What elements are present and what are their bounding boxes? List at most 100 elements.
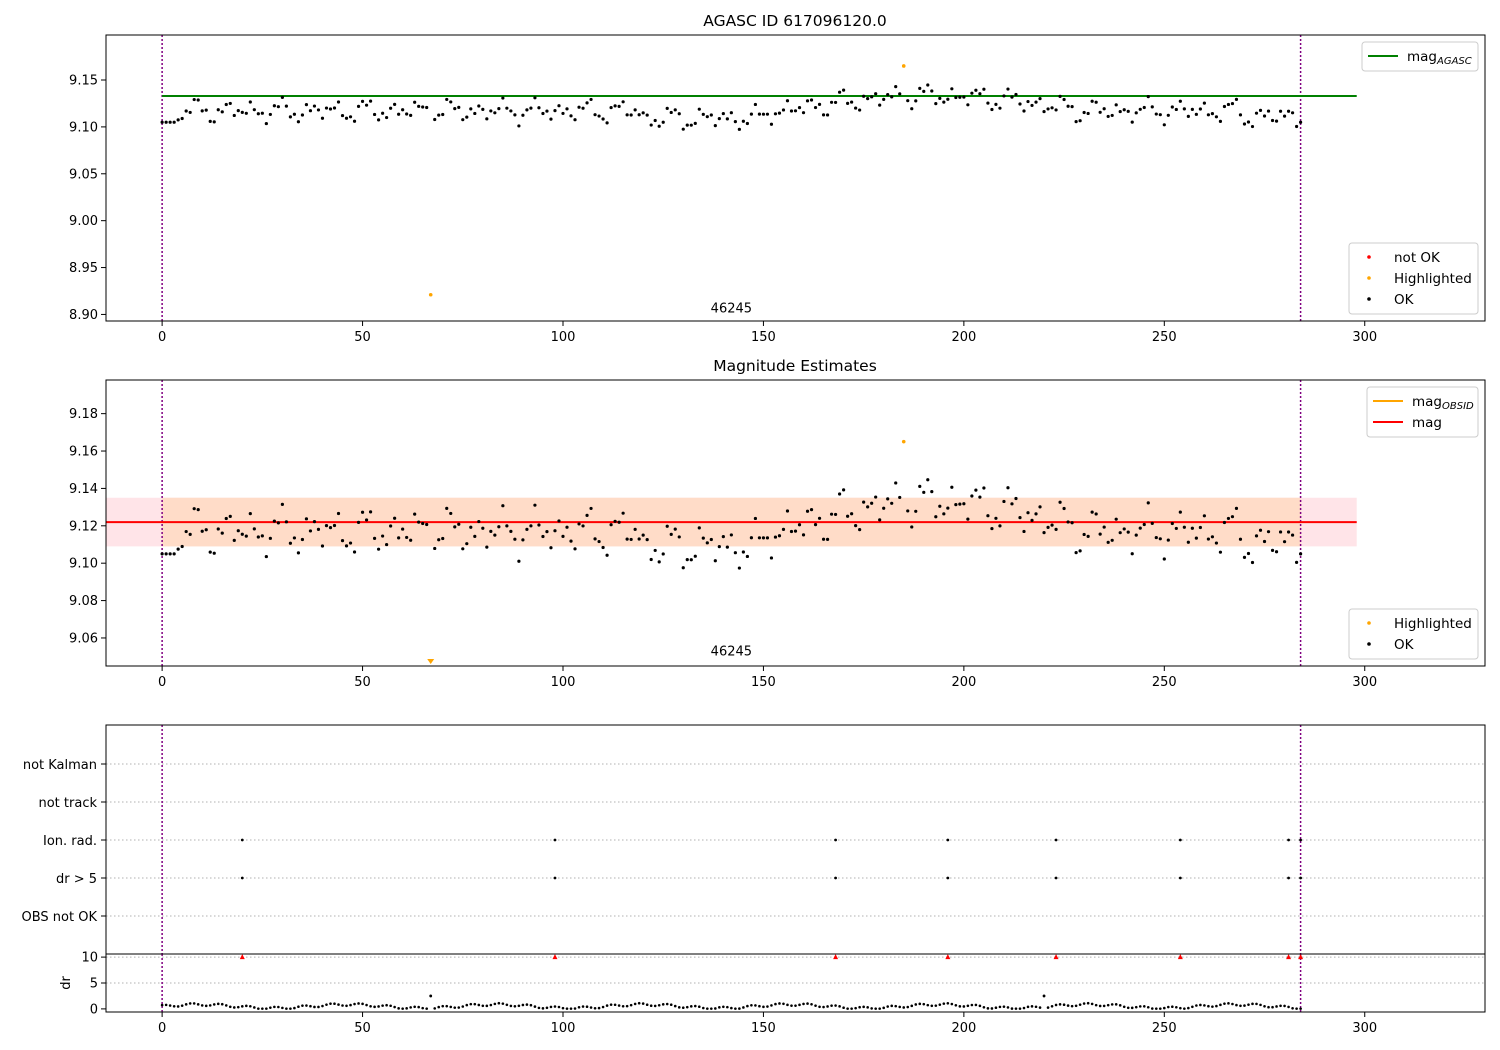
ok-point bbox=[188, 532, 192, 536]
ok-point bbox=[797, 106, 802, 110]
ok-point bbox=[962, 95, 966, 99]
flag-point bbox=[1287, 876, 1290, 880]
ok-point bbox=[998, 106, 1002, 110]
ok-point bbox=[1218, 119, 1223, 123]
dr-point bbox=[950, 1002, 954, 1006]
ok-point bbox=[1146, 501, 1150, 505]
flag-category-label: OBS not OK bbox=[22, 910, 98, 925]
ok-point bbox=[1026, 511, 1030, 515]
ok-point bbox=[344, 544, 349, 548]
ok-point bbox=[890, 501, 894, 505]
ok-point bbox=[585, 513, 589, 517]
ok-point bbox=[252, 527, 256, 531]
ok-point bbox=[1142, 105, 1146, 110]
ok-point bbox=[1294, 124, 1299, 129]
dr-point bbox=[1074, 1004, 1078, 1008]
dr-point bbox=[1255, 1002, 1258, 1006]
dr-point bbox=[1054, 1003, 1058, 1007]
dr-point bbox=[184, 1003, 188, 1006]
dr-point bbox=[802, 1002, 805, 1006]
dr-point bbox=[240, 1005, 244, 1008]
ok-point bbox=[589, 97, 593, 102]
ok-point bbox=[192, 97, 196, 102]
ok-point bbox=[866, 505, 870, 509]
dr-point bbox=[585, 1005, 589, 1009]
ok-point bbox=[1190, 526, 1194, 530]
ok-point bbox=[216, 108, 220, 112]
dr-point bbox=[726, 1005, 729, 1009]
ok-point bbox=[793, 529, 798, 533]
dr-outlier-point bbox=[1042, 994, 1046, 998]
flag-category-label: dr > 5 bbox=[56, 872, 97, 887]
ok-point bbox=[990, 107, 994, 112]
ok-point bbox=[248, 512, 252, 516]
ok-point bbox=[942, 512, 946, 516]
dr-point bbox=[830, 1004, 833, 1007]
legend-label-subscript: OBSID bbox=[1442, 401, 1474, 412]
dr-point bbox=[377, 1005, 380, 1008]
dr-clipped-marker bbox=[1053, 954, 1059, 960]
panel-dr-content: 0 50 100 150 200 250 300 0 5 10 bbox=[81, 951, 1485, 1036]
ok-point bbox=[862, 94, 866, 98]
dr-point bbox=[1010, 1007, 1014, 1010]
ok-point bbox=[288, 541, 293, 545]
ok-point bbox=[1110, 538, 1114, 542]
ok-point bbox=[248, 100, 252, 104]
dr-point bbox=[1239, 1004, 1242, 1008]
dr-point bbox=[1062, 1003, 1066, 1007]
ok-point bbox=[268, 112, 272, 117]
ok-point bbox=[938, 504, 942, 508]
ok-point bbox=[994, 102, 998, 106]
ok-point bbox=[697, 107, 701, 111]
ok-point bbox=[954, 95, 958, 100]
dr-point bbox=[1231, 1002, 1234, 1006]
ok-point bbox=[240, 110, 244, 114]
dr-point bbox=[1034, 1005, 1038, 1009]
ok-point bbox=[898, 92, 902, 96]
ok-point bbox=[236, 108, 240, 113]
ok-point bbox=[950, 87, 954, 91]
ok-point bbox=[232, 113, 236, 118]
dr-point bbox=[549, 1005, 553, 1009]
ok-point bbox=[641, 533, 645, 537]
dr-point bbox=[577, 1005, 581, 1009]
x-tick-label: 300 bbox=[1352, 330, 1377, 345]
dr-point bbox=[581, 1005, 585, 1008]
ok-point bbox=[645, 113, 649, 117]
highlighted-point bbox=[428, 292, 433, 297]
ok-point bbox=[517, 124, 521, 128]
ok-point bbox=[886, 497, 890, 501]
ok-point bbox=[1286, 530, 1291, 534]
ok-point bbox=[381, 534, 385, 538]
dr-point bbox=[701, 1006, 705, 1010]
dr-point bbox=[894, 1004, 898, 1008]
ok-point bbox=[581, 524, 585, 528]
dr-point bbox=[706, 1007, 709, 1010]
ok-point bbox=[1146, 95, 1150, 99]
legend-box bbox=[1361, 41, 1479, 72]
dr-point bbox=[1283, 1004, 1286, 1008]
ok-point bbox=[1202, 101, 1206, 105]
dr-point bbox=[862, 1005, 865, 1009]
ok-point bbox=[1130, 120, 1134, 124]
ok-point bbox=[837, 90, 842, 94]
ok-point bbox=[1202, 514, 1206, 518]
dr-point bbox=[441, 1004, 445, 1008]
ok-point bbox=[1278, 109, 1283, 113]
ok-point bbox=[405, 112, 409, 116]
flag-point bbox=[1299, 838, 1302, 842]
dr-point bbox=[521, 1003, 525, 1007]
ok-point bbox=[1186, 114, 1190, 118]
ok-point bbox=[473, 111, 477, 116]
ok-point bbox=[1222, 520, 1227, 525]
ok-point bbox=[304, 517, 309, 521]
flag-point bbox=[946, 876, 950, 880]
ok-point bbox=[368, 510, 373, 514]
ok-point bbox=[385, 542, 389, 547]
ok-point bbox=[1230, 101, 1235, 106]
ok-point bbox=[914, 99, 918, 103]
ok-point bbox=[1038, 97, 1042, 101]
ok-point bbox=[425, 105, 429, 110]
ok-point bbox=[1110, 113, 1114, 118]
dr-point bbox=[273, 1005, 276, 1009]
